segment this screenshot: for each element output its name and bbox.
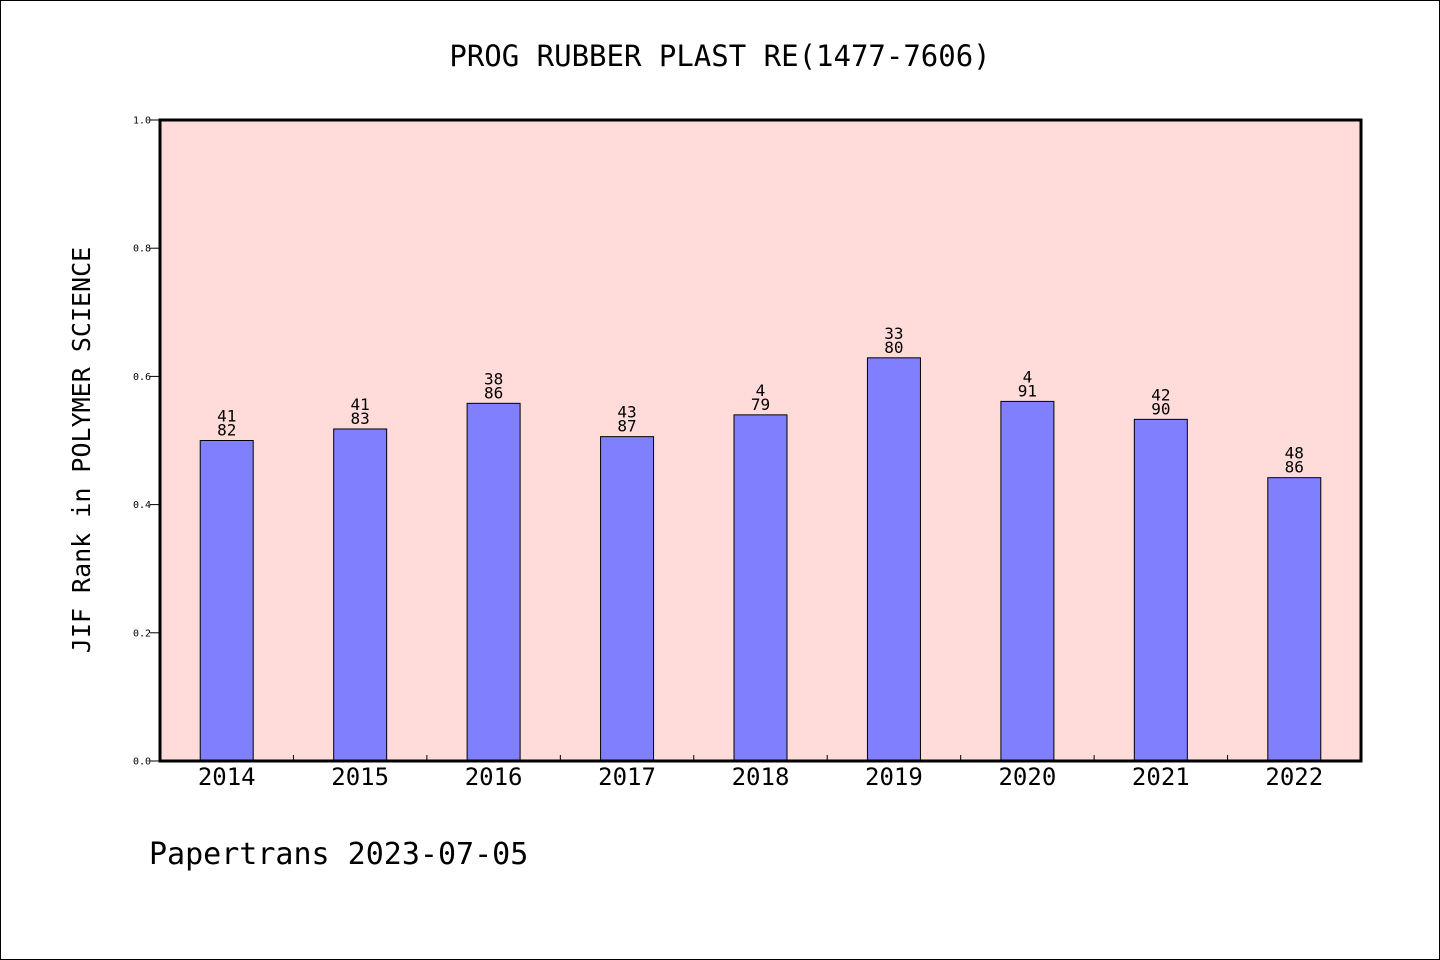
y-axis-label: JIF Rank in POLYMER SCIENCE bbox=[67, 247, 96, 653]
bar-total-label: 86 bbox=[484, 383, 503, 402]
bar-rank-label: 4 bbox=[756, 381, 766, 400]
y-tick-label: 0.6 bbox=[133, 372, 151, 383]
x-tick-label: 2022 bbox=[1265, 763, 1323, 791]
y-tick-label: 1.0 bbox=[133, 116, 151, 127]
x-tick-label: 2014 bbox=[198, 763, 256, 791]
bar-rank-label: 38 bbox=[484, 369, 503, 388]
x-axis: 2014 2015 2016 2017 2018 2019 2020 2021 2022 bbox=[198, 755, 1323, 791]
x-tick-label: 2021 bbox=[1132, 763, 1190, 791]
plot-frame bbox=[158, 118, 1363, 763]
y-axis: 0.0 0.2 0.4 0.6 0.8 1.0 bbox=[133, 116, 160, 768]
bar-2017 bbox=[600, 436, 655, 762]
bar-rank-label: 4 bbox=[1023, 367, 1033, 386]
bar-total-label: 80 bbox=[884, 338, 903, 357]
bar-total-label: 86 bbox=[1285, 458, 1304, 477]
bar-rank-label: 48 bbox=[1285, 444, 1304, 463]
bar-2021 bbox=[1133, 418, 1188, 762]
bar-total-label: 82 bbox=[217, 421, 236, 440]
bar-2016 bbox=[466, 402, 521, 762]
y-tick-label: 0.0 bbox=[133, 757, 151, 768]
y-tick-label: 0.8 bbox=[133, 244, 151, 255]
bar-total-label: 79 bbox=[751, 395, 770, 414]
x-tick-label: 2018 bbox=[732, 763, 790, 791]
bar-2022 bbox=[1267, 477, 1322, 762]
bar-total-label: 91 bbox=[1018, 381, 1037, 400]
y-tick-label: 0.4 bbox=[133, 500, 151, 511]
bar-rank-label: 42 bbox=[1151, 385, 1170, 404]
bar-total-label: 83 bbox=[351, 409, 370, 428]
x-tick-label: 2017 bbox=[598, 763, 656, 791]
bar-rank-label: 41 bbox=[217, 407, 236, 426]
x-tick-label: 2020 bbox=[998, 763, 1056, 791]
footer-source: Papertrans 2023-07-05 bbox=[149, 837, 528, 872]
y-tick-label: 0.2 bbox=[133, 628, 151, 639]
bar-total-label: 90 bbox=[1151, 399, 1170, 418]
bar-2018 bbox=[733, 414, 788, 762]
chart-title: PROG RUBBER PLAST RE(1477-7606) bbox=[449, 39, 990, 73]
bar-2014 bbox=[199, 440, 254, 762]
bar-2015 bbox=[333, 428, 388, 762]
x-tick-label: 2016 bbox=[465, 763, 523, 791]
bar-total-label: 87 bbox=[617, 417, 636, 436]
bar-2020 bbox=[1000, 400, 1055, 762]
bar-2019 bbox=[866, 357, 921, 762]
x-tick-label: 2019 bbox=[865, 763, 923, 791]
bar-rank-label: 33 bbox=[884, 324, 903, 343]
bar-rank-label: 41 bbox=[351, 395, 370, 414]
bar-rank-label: 43 bbox=[617, 403, 636, 422]
bar-series bbox=[199, 357, 1322, 762]
x-tick-label: 2015 bbox=[331, 763, 389, 791]
